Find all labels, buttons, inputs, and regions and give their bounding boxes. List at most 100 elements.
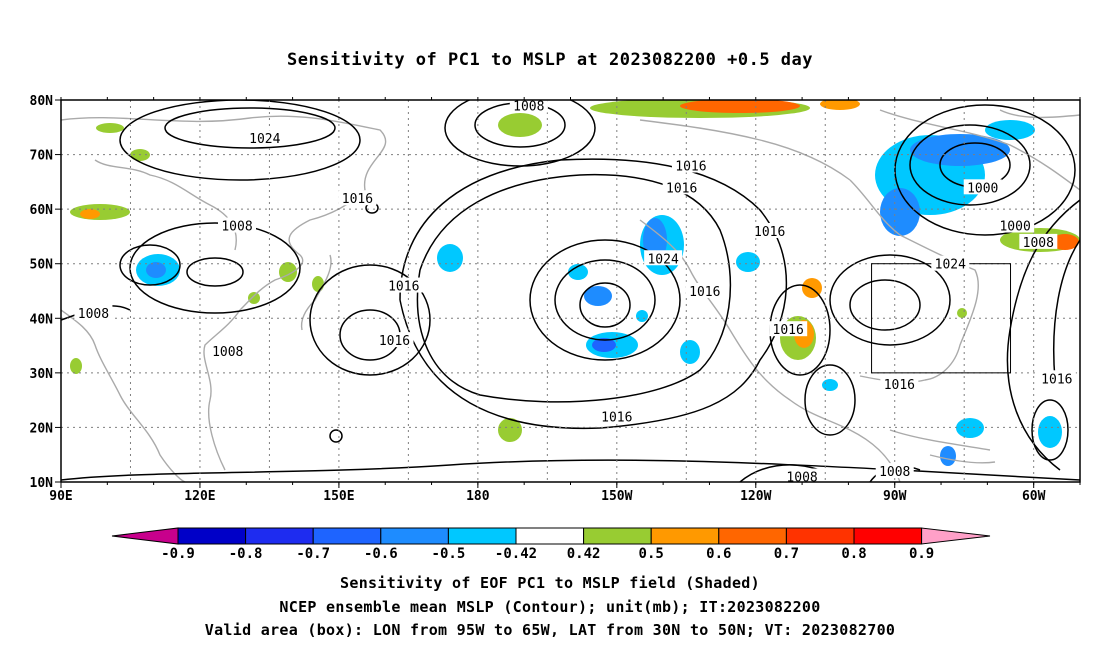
lat-tick-label: 70N xyxy=(30,149,54,164)
contour-label: 1016 xyxy=(601,411,632,426)
shade-blob xyxy=(680,340,700,364)
contour-label: 1016 xyxy=(675,159,706,174)
shade-blob xyxy=(437,244,463,272)
contour-label: 1024 xyxy=(249,132,280,147)
colorbar-label: -0.6 xyxy=(364,546,398,562)
contour-label: 1016 xyxy=(379,334,410,349)
contour-label-bg xyxy=(375,332,414,348)
colorbar-label: 0.5 xyxy=(639,546,664,562)
contour-label-bg xyxy=(685,283,724,298)
contour-label-bg xyxy=(996,217,1035,233)
colorbar-over-triangle xyxy=(921,527,991,545)
colorbar-segment xyxy=(380,527,449,545)
contour-label-bg xyxy=(384,277,423,293)
shade-blob xyxy=(312,276,324,292)
shade-blob xyxy=(1051,234,1079,250)
lon-tick-label: 60W xyxy=(1022,489,1046,504)
contour-label: 1008 xyxy=(786,471,817,486)
colorbar-segment xyxy=(785,527,855,545)
map-title: Sensitivity of PC1 to MSLP at 2023082200… xyxy=(286,50,813,70)
shade-blob xyxy=(80,209,100,219)
shade-blob xyxy=(636,310,648,322)
contour-label-bg xyxy=(74,304,113,320)
contour-label-bg xyxy=(783,468,822,482)
lat-tick-label: 30N xyxy=(30,367,54,382)
shade-blob xyxy=(96,123,124,133)
contour-label: 1000 xyxy=(967,181,998,196)
colorbar-segment xyxy=(515,527,585,545)
contour-label: 1008 xyxy=(78,307,109,322)
caption-line-1: Sensitivity of EOF PC1 to MSLP field (Sh… xyxy=(340,574,760,592)
shade-blob xyxy=(248,292,260,304)
lat-tick-label: 20N xyxy=(30,421,54,436)
colorbar-label: 0.6 xyxy=(706,546,731,562)
lon-tick-label: 90W xyxy=(883,489,907,504)
lon-tick-label: 90E xyxy=(49,489,72,504)
contour-label-bg xyxy=(880,375,919,391)
colorbar-under-triangle xyxy=(111,527,179,545)
shade-blob xyxy=(957,308,967,318)
colorbar-label: 0.9 xyxy=(909,546,934,562)
contour-label-bg xyxy=(750,222,789,238)
contour-label: 1000 xyxy=(999,220,1030,235)
lat-tick-label: 60N xyxy=(30,203,54,218)
contour-label: 1016 xyxy=(884,378,915,393)
colorbar-label: -0.7 xyxy=(296,546,330,562)
lat-tick-label: 50N xyxy=(30,258,54,273)
contour-label-bg xyxy=(597,408,636,424)
shade-blob xyxy=(1038,416,1062,448)
shade-blob xyxy=(820,100,860,110)
caption-line-2: NCEP ensemble mean MSLP (Contour); unit(… xyxy=(279,598,821,616)
contour-label-bg xyxy=(245,130,284,146)
lon-tick-label: 150W xyxy=(601,489,632,504)
grid-lines xyxy=(61,100,1080,482)
contour-label-bg xyxy=(769,321,808,337)
lat-tick-label: 40N xyxy=(30,312,54,327)
shade-blob xyxy=(940,446,956,466)
contour-label-bg xyxy=(1019,233,1058,249)
contour-label: 1024 xyxy=(647,252,678,267)
contour-label: 1016 xyxy=(388,280,419,295)
colorbar-segment xyxy=(583,527,652,545)
colorbar-segment xyxy=(718,527,787,545)
shade-blob xyxy=(70,204,130,220)
shade-blob xyxy=(956,418,984,438)
colorbar-label: 0.8 xyxy=(841,546,866,562)
colorbar-segment xyxy=(447,527,517,545)
contour-label-bg xyxy=(509,100,548,113)
contour-label: 1008 xyxy=(212,345,243,360)
contour-label-bg xyxy=(1037,370,1076,386)
contour-label: 1016 xyxy=(754,225,785,240)
contour-label: 1016 xyxy=(773,323,804,338)
contour-label: 1024 xyxy=(935,258,966,273)
colorbar-segment xyxy=(177,527,247,545)
contour-label: 1016 xyxy=(666,181,697,196)
shade-blob xyxy=(680,100,800,113)
contour-label-bg xyxy=(218,217,257,233)
contour-label: 1016 xyxy=(342,192,373,207)
colorbar-label: 0.7 xyxy=(774,546,799,562)
lat-tick-label: 80N xyxy=(30,94,54,109)
lon-tick-label: 120E xyxy=(184,489,215,504)
contour-label: 1008 xyxy=(1023,236,1054,251)
shade-blob xyxy=(508,119,532,131)
caption-line-3: Valid area (box): LON from 95W to 65W, L… xyxy=(204,621,896,639)
contour-label: 1008 xyxy=(221,220,252,235)
colorbar-label: 0.42 xyxy=(567,546,601,562)
longitude-axis: 90E 120E 150E 180 150W 120W 90W 60W xyxy=(49,97,1081,504)
shade-blob xyxy=(592,338,616,352)
latitude-axis: 80N 70N 60N 50N 40N 30N 20N 10N xyxy=(30,94,61,491)
contour-label: 1008 xyxy=(513,99,544,114)
shade-blob xyxy=(880,188,920,236)
contour-label-bg xyxy=(963,179,1002,195)
contour-label: 1016 xyxy=(689,285,720,300)
shade-blob xyxy=(146,262,166,278)
contour-label-bg xyxy=(662,179,701,195)
colorbar-label: -0.8 xyxy=(229,546,263,562)
colorbar-label: -0.5 xyxy=(432,546,466,562)
lon-tick-label: 180 xyxy=(466,489,490,504)
lat-tick-label: 10N xyxy=(30,476,54,491)
